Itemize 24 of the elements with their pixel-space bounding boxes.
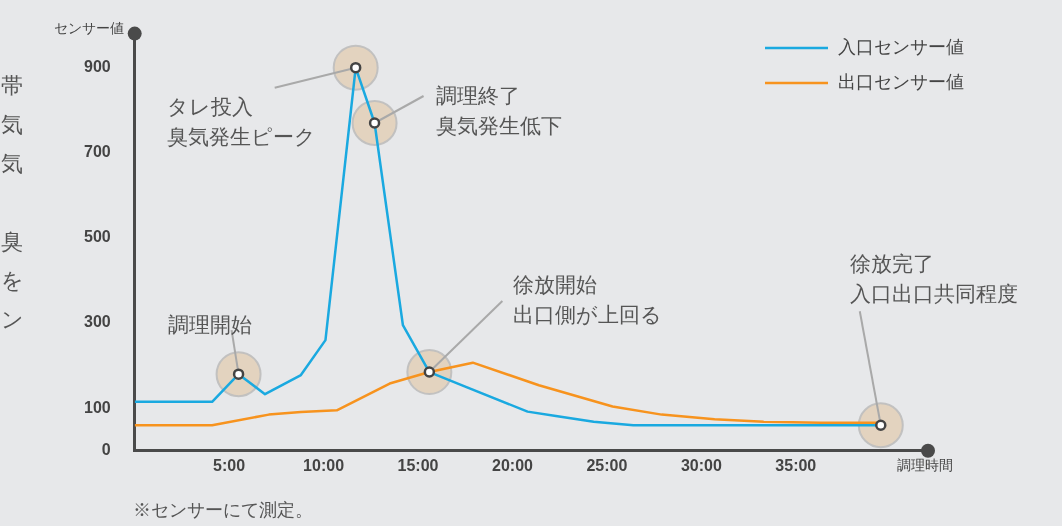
y-tick-label: 300 bbox=[83, 313, 111, 331]
legend-label: 出口センサー値 bbox=[838, 71, 964, 92]
x-tick-label: 35:00 bbox=[775, 456, 817, 474]
legend-label: 入口センサー値 bbox=[838, 36, 964, 57]
annotation: 調理開始 bbox=[167, 313, 252, 338]
y-tick-label: 700 bbox=[83, 143, 111, 161]
y-axis-title: センサー値 bbox=[53, 20, 124, 37]
annotation: 徐放開始出口側が上回る bbox=[513, 273, 663, 328]
annotation: タレ投入臭気発生ピーク bbox=[166, 94, 316, 149]
x-axis-title: 調理時間 bbox=[897, 456, 953, 473]
y-tick-label: 0 bbox=[101, 441, 111, 459]
x-tick-label: 10:00 bbox=[303, 456, 345, 474]
y-tick-label: 100 bbox=[83, 398, 111, 416]
y-tick-label: 500 bbox=[83, 228, 111, 246]
y-tick-label: 900 bbox=[83, 58, 111, 76]
x-tick-label: 15:00 bbox=[397, 456, 439, 474]
x-tick-label: 25:00 bbox=[586, 456, 628, 474]
annotation: 徐放完了入口出口共同程度 bbox=[849, 252, 1018, 307]
x-tick-label: 30:00 bbox=[680, 456, 722, 474]
text: ※センサーにて測定。 bbox=[133, 499, 313, 520]
x-tick-label: 20:00 bbox=[492, 456, 534, 474]
x-tick-label: 5:00 bbox=[213, 456, 246, 474]
annotation: 調理終了臭気発生低下 bbox=[435, 84, 562, 139]
text: 帯気気臭をン bbox=[1, 73, 24, 332]
